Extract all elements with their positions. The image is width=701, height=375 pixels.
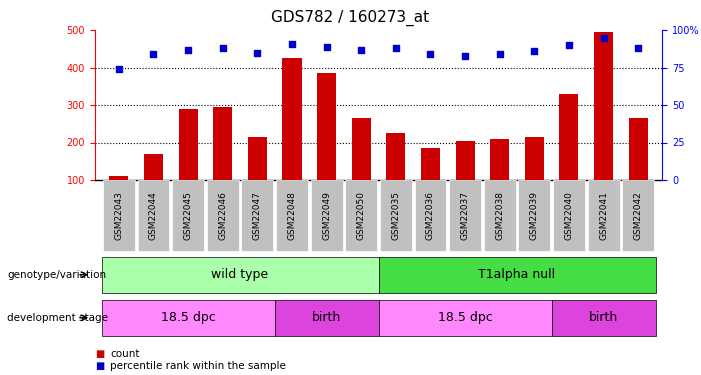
Bar [317,73,336,180]
Text: GSM22049: GSM22049 [322,191,331,240]
Text: birth: birth [589,311,618,324]
Bar [629,118,648,180]
Text: GSM22037: GSM22037 [461,191,470,240]
Point [217,45,229,51]
Text: GSM22035: GSM22035 [391,191,400,240]
Point [632,45,644,51]
Text: GSM22048: GSM22048 [287,191,297,240]
Point [252,50,263,55]
Text: birth: birth [312,311,341,324]
Text: development stage: development stage [7,313,108,323]
Text: GSM22036: GSM22036 [426,191,435,240]
Text: GSM22039: GSM22039 [530,191,539,240]
Text: GSM22043: GSM22043 [114,191,123,240]
Point [114,66,125,72]
Text: T1alpha null: T1alpha null [479,268,556,281]
Text: genotype/variation: genotype/variation [7,270,106,280]
Text: GSM22038: GSM22038 [495,191,504,240]
Text: percentile rank within the sample: percentile rank within the sample [110,361,286,370]
Point [287,40,298,46]
Point [355,46,367,53]
Bar [144,154,163,180]
Bar [421,148,440,180]
Point [459,53,470,58]
Bar [386,133,405,180]
Text: GSM22041: GSM22041 [599,191,608,240]
Bar [525,137,544,180]
Text: GSM22050: GSM22050 [357,191,366,240]
Bar [456,141,475,180]
Text: GSM22040: GSM22040 [564,191,573,240]
Text: GSM22044: GSM22044 [149,191,158,240]
Bar [559,94,578,180]
Text: 18.5 dpc: 18.5 dpc [437,311,493,324]
Bar [213,107,232,180]
Bar [490,139,509,180]
Point [390,45,402,51]
Bar [352,118,371,180]
Bar [109,176,128,180]
Text: GSM22047: GSM22047 [253,191,262,240]
Text: ■: ■ [95,350,104,359]
Text: 18.5 dpc: 18.5 dpc [161,311,215,324]
Point [564,42,575,48]
Point [148,51,159,57]
Point [321,44,332,50]
Point [598,34,609,40]
Point [529,48,540,54]
Text: GSM22045: GSM22045 [184,191,193,240]
Text: GSM22046: GSM22046 [218,191,227,240]
Bar [283,58,301,180]
Text: GSM22042: GSM22042 [634,191,643,240]
Text: GDS782 / 160273_at: GDS782 / 160273_at [271,9,430,26]
Text: ■: ■ [95,361,104,370]
Bar [179,109,198,180]
Point [425,51,436,57]
Bar [248,137,267,180]
Bar [594,32,613,180]
Point [494,51,505,57]
Text: wild type: wild type [212,268,268,281]
Point [182,46,193,53]
Text: count: count [110,350,139,359]
